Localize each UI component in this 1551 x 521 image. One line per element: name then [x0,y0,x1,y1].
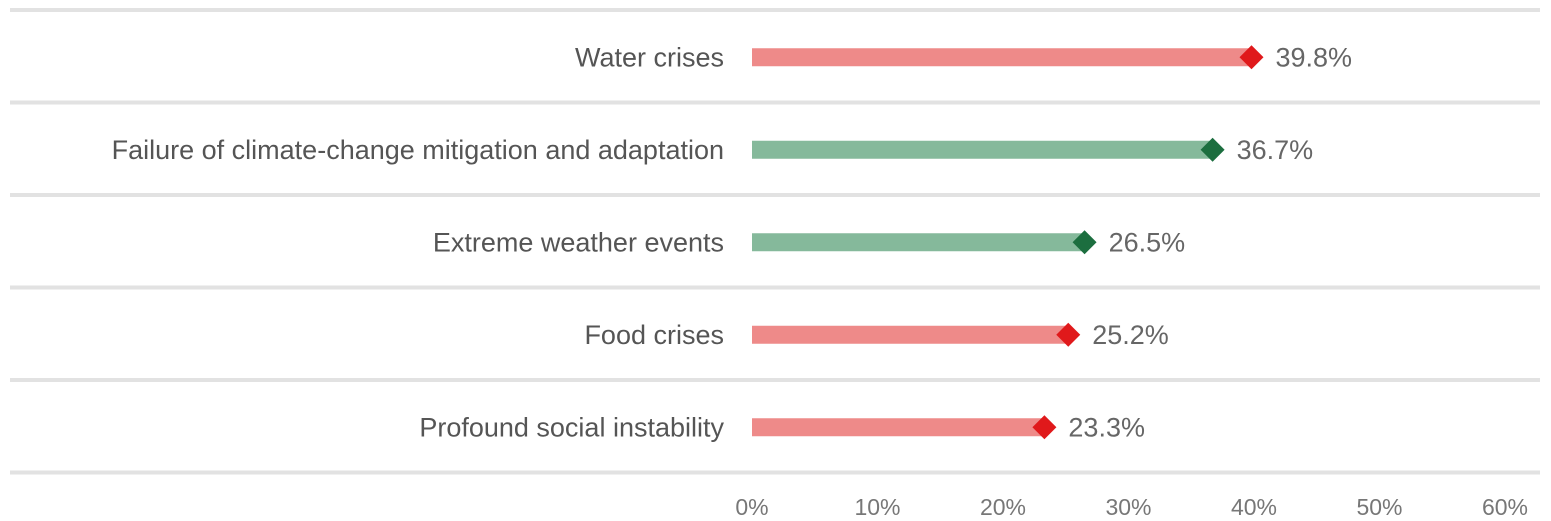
x-tick-label: 60% [1482,494,1528,520]
category-label: Food crises [584,320,724,350]
value-marker [1032,415,1057,440]
x-tick-label: 0% [735,494,768,520]
chart-rows: Water crises 39.8% Failure of climate-chan… [112,42,1352,442]
value-label: 26.5% [1109,227,1186,257]
x-tick-label: 20% [980,494,1026,520]
value-marker [1072,230,1097,255]
value-label: 23.3% [1068,412,1145,442]
category-label: Extreme weather events [433,227,724,257]
value-label: 36.7% [1237,135,1314,165]
bar-row: Food crises 25.2% [584,320,1168,350]
value-label: 39.8% [1275,42,1352,72]
bar-row: Failure of climate-change mitigation and… [112,135,1314,165]
value-marker [1200,137,1225,162]
value-label: 25.2% [1092,320,1169,350]
bar [752,140,1213,159]
x-tick-label: 50% [1356,494,1402,520]
category-label: Failure of climate-change mitigation and… [112,135,724,165]
bar [752,48,1252,67]
bar-row: Water crises 39.8% [575,42,1352,72]
category-label: Profound social instability [419,412,724,442]
x-tick-label: 10% [854,494,900,520]
x-tick-label: 40% [1231,494,1277,520]
x-axis: 0% 10% 20% 30% 40% 50% 60% [735,494,1528,520]
bar-row: Profound social instability 23.3% [419,412,1145,442]
bar [752,418,1045,437]
value-marker [1239,45,1264,70]
bar [752,325,1069,344]
row-separators [10,8,1540,475]
bar-row: Extreme weather events 26.5% [433,227,1185,257]
value-marker [1056,322,1081,347]
bar [752,233,1085,252]
x-tick-label: 30% [1105,494,1151,520]
category-label: Water crises [575,42,724,72]
